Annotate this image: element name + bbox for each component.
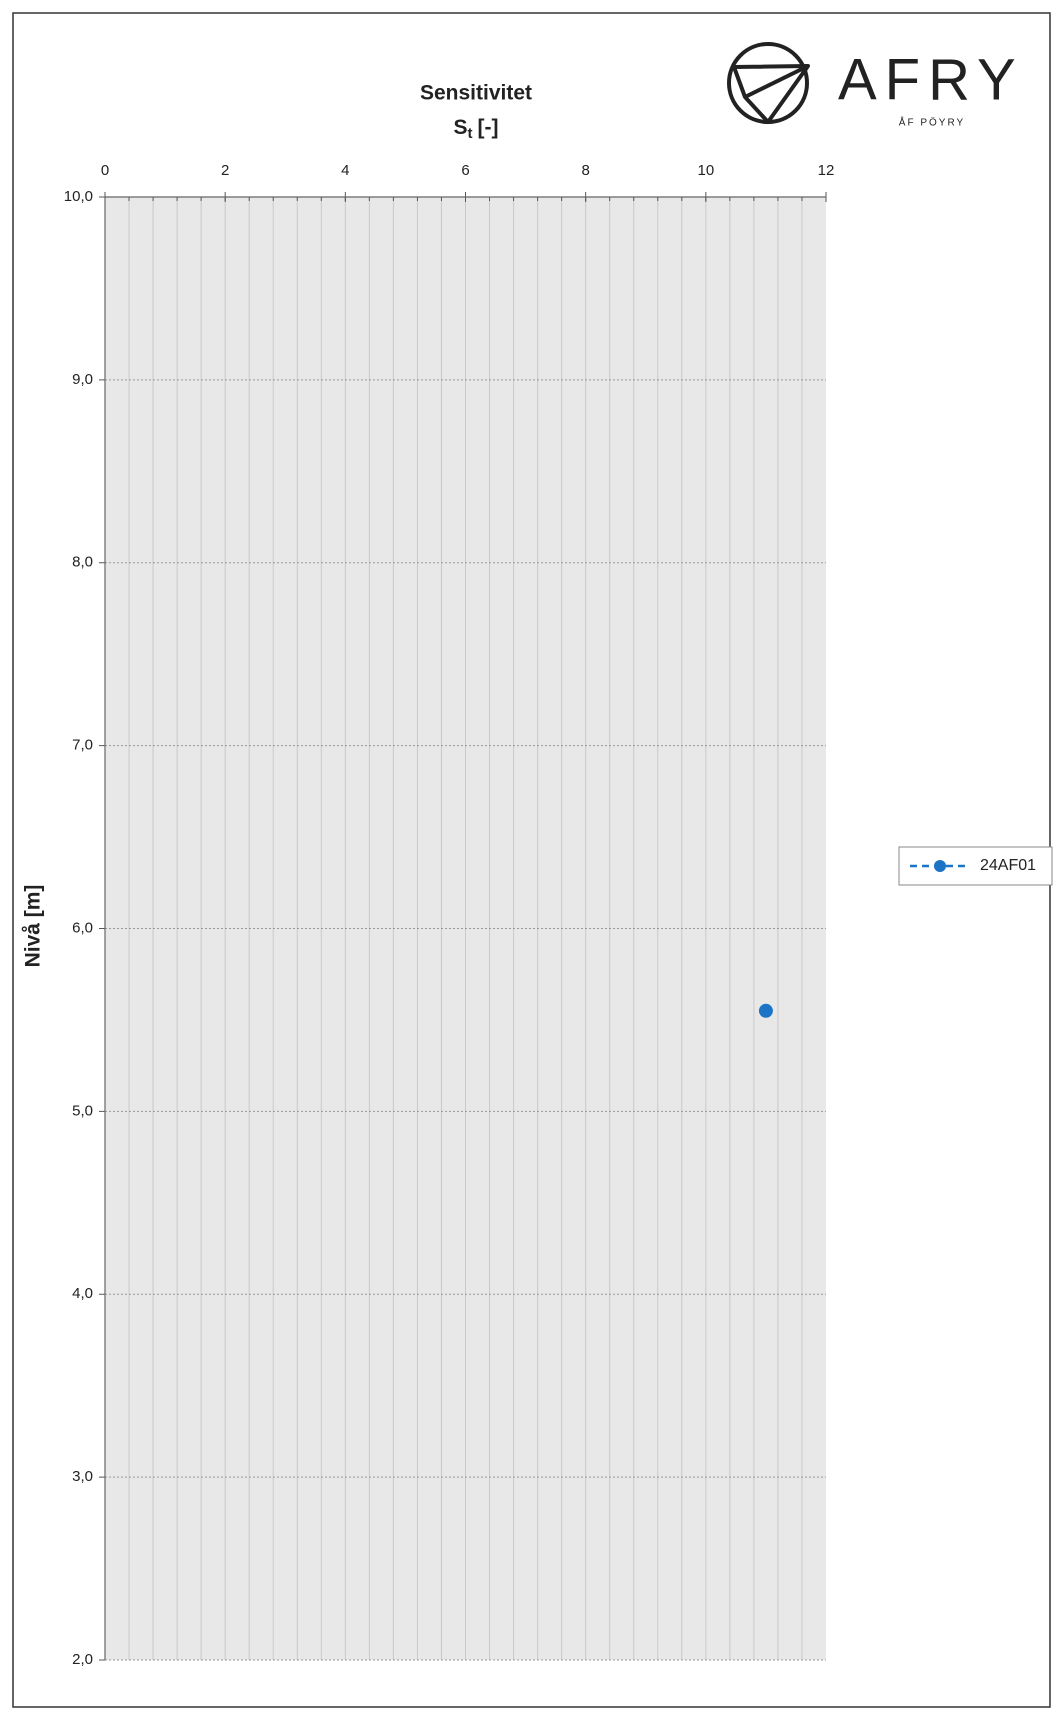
y-tick-label: 9,0	[72, 371, 93, 388]
logo-mark	[732, 64, 810, 124]
y-axis-label: Nivå [m]	[22, 885, 45, 968]
x-tick-label: 10	[697, 162, 714, 179]
y-tick-label: 2,0	[72, 1651, 93, 1668]
x-tick-label: 4	[341, 162, 349, 179]
x-axis-label: St [-]	[454, 116, 499, 142]
legend-label: 24AF01	[980, 857, 1036, 874]
x-tick-label: 6	[461, 162, 469, 179]
legend: 24AF01	[898, 846, 1053, 886]
data-point	[758, 1003, 773, 1018]
y-tick-label: 5,0	[72, 1102, 93, 1119]
x-tick-label: 8	[581, 162, 589, 179]
x-label-symbol: S	[454, 116, 468, 139]
x-tick-label: 2	[221, 162, 229, 179]
logo-name: AFRY	[838, 47, 1024, 112]
x-tick-label: 12	[818, 162, 835, 179]
y-tick-label: 4,0	[72, 1285, 93, 1302]
x-label-subscript: t	[468, 125, 473, 142]
y-tick-label: 7,0	[72, 737, 93, 754]
chart-title: Sensitivitet	[420, 82, 532, 105]
y-tick-label: 10,0	[64, 188, 93, 205]
logo: AFRY ÅF PÖYRY	[727, 42, 1024, 129]
legend-marker	[934, 860, 946, 872]
x-label-unit: [-]	[478, 116, 499, 139]
y-tick-label: 8,0	[72, 554, 93, 571]
y-tick-label: 6,0	[72, 919, 93, 936]
x-tick-label: 0	[101, 162, 109, 179]
logo-tagline: ÅF PÖYRY	[899, 116, 965, 129]
y-tick-label: 3,0	[72, 1468, 93, 1485]
